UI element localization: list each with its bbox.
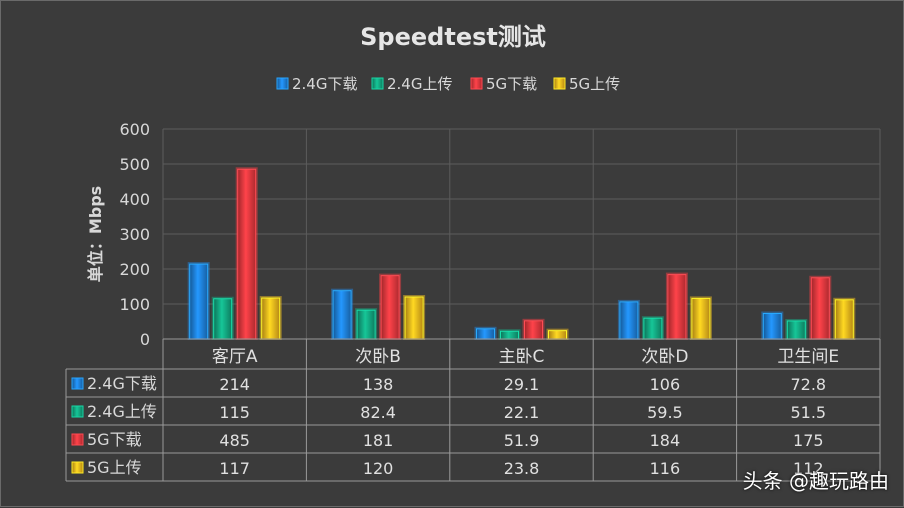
legend-swatch	[553, 77, 566, 90]
table-value: 59.5	[647, 403, 683, 422]
category-label: 主卧C	[499, 347, 545, 367]
watermark: 头条 @趣玩路由	[743, 465, 889, 494]
table-value: 106	[650, 375, 681, 394]
y-tick-label: 100	[119, 295, 150, 314]
bar	[548, 330, 567, 340]
y-tick-label: 600	[119, 120, 150, 139]
table-value: 214	[219, 375, 250, 394]
bar	[261, 297, 281, 340]
bar	[619, 301, 639, 340]
table-value: 117	[219, 459, 250, 478]
category-label: 次卧D	[641, 347, 688, 367]
bar	[762, 313, 782, 340]
bar	[786, 320, 806, 340]
y-tick-label: 0	[140, 330, 150, 349]
bar	[332, 290, 352, 340]
bar	[404, 296, 424, 340]
chart-title: Speedtest测试	[360, 23, 546, 51]
table-value: 51.9	[504, 431, 540, 450]
legend-label: 2.4G上传	[387, 75, 452, 93]
table-value: 82.4	[360, 403, 396, 422]
bar	[189, 263, 209, 340]
table-value: 116	[650, 459, 681, 478]
table-value: 120	[363, 459, 394, 478]
bar	[380, 275, 400, 340]
bar	[834, 299, 854, 340]
table-legend-swatch	[71, 461, 84, 474]
legend-swatch	[470, 77, 483, 90]
bar	[476, 328, 495, 340]
table-value: 23.8	[504, 459, 540, 478]
category-label: 卫生间E	[777, 347, 839, 367]
bar	[810, 277, 830, 340]
table-legend-swatch	[71, 405, 84, 418]
table-value: 138	[363, 375, 394, 394]
y-tick-label: 200	[119, 260, 150, 279]
table-value: 29.1	[504, 375, 540, 394]
y-tick-label: 300	[119, 225, 150, 244]
table-legend-swatch	[71, 433, 84, 446]
table-value: 181	[363, 431, 394, 450]
watermark-text: 头条 @趣玩路由	[742, 469, 889, 493]
table-series-label: 5G上传	[87, 458, 142, 477]
y-axis-label: 单位：Mbps	[86, 186, 105, 282]
table-series-label: 2.4G下载	[87, 374, 157, 393]
table-value: 51.5	[790, 403, 826, 422]
bar	[691, 297, 711, 340]
bar	[500, 330, 519, 340]
table-legend-swatch	[71, 377, 84, 390]
bar	[237, 168, 257, 340]
table-value: 184	[650, 431, 681, 450]
legend-label: 2.4G下载	[292, 75, 357, 93]
y-tick-label: 500	[119, 155, 150, 174]
bar	[213, 298, 233, 340]
bar	[643, 317, 663, 340]
legend-swatch	[371, 77, 384, 90]
bar	[667, 274, 687, 340]
table-value: 175	[793, 431, 824, 450]
legend-label: 5G下载	[486, 75, 537, 93]
table-value: 485	[219, 431, 250, 450]
y-tick-label: 400	[119, 190, 150, 209]
table-value: 22.1	[504, 403, 540, 422]
legend-swatch	[276, 77, 289, 90]
table-series-label: 2.4G上传	[87, 402, 157, 421]
category-label: 次卧B	[355, 347, 401, 367]
bar	[524, 320, 543, 340]
table-value: 115	[219, 403, 250, 422]
table-value: 112	[793, 459, 824, 478]
table-value: 72.8	[790, 375, 826, 394]
category-label: 客厅A	[212, 347, 258, 367]
table-series-label: 5G下载	[87, 430, 142, 449]
legend-label: 5G上传	[569, 75, 620, 93]
bar	[356, 309, 376, 340]
